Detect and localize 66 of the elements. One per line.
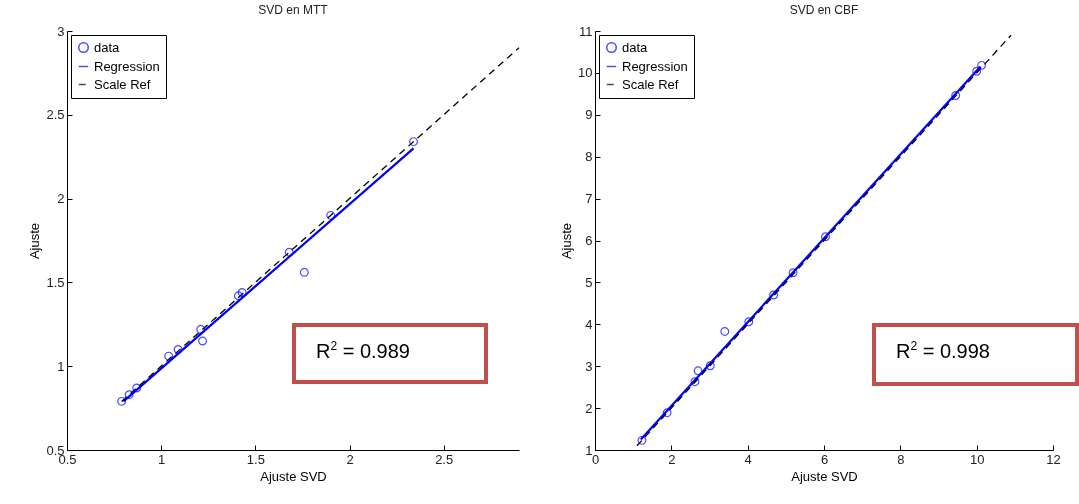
point [409, 137, 419, 147]
y-tick-label: 8 [585, 149, 593, 165]
x-axis-title: Ajuste SVD [791, 468, 858, 484]
y-tick-label: 5 [585, 274, 593, 290]
y-tick-label: 7 [585, 191, 593, 207]
point [284, 247, 294, 257]
point [769, 290, 779, 300]
x-tick-label: 0 [591, 451, 600, 467]
y-axis-title: Ajuste [559, 222, 575, 260]
x-tick-label: 12 [1046, 451, 1061, 467]
point [662, 408, 672, 418]
point [237, 287, 247, 297]
point [117, 396, 127, 406]
y-tick-label: 6 [585, 233, 593, 248]
point [977, 60, 987, 70]
y-tick-label: 4 [585, 316, 593, 332]
point [326, 210, 336, 220]
point [198, 336, 208, 346]
x-tick-label: 6 [820, 451, 829, 467]
point [124, 390, 134, 400]
legend-label: Regression [622, 58, 688, 74]
y-tick-label: 3 [57, 23, 65, 39]
point [972, 66, 982, 76]
point [821, 232, 830, 242]
annotation: R$^{2}$ = 0.998 [896, 339, 990, 363]
x-tick-label: 1.5 [246, 451, 265, 467]
y-tick-label: 2 [57, 191, 65, 207]
point [744, 317, 754, 327]
legend-label: data [622, 39, 649, 55]
x-tick-label: 8 [897, 451, 905, 467]
x-axis-title: Ajuste SVD [260, 468, 327, 484]
y-axis-title: Ajuste [27, 222, 43, 260]
x-tick-label: 2.5 [435, 451, 454, 467]
point [637, 435, 647, 445]
x-tick-label: 10 [969, 451, 985, 467]
y-tick-label: 3 [585, 358, 593, 374]
y-tick-label: 1 [57, 358, 65, 374]
point [132, 383, 142, 393]
point [788, 268, 798, 278]
point [690, 377, 700, 387]
legend-label: Scale Ref [94, 76, 151, 92]
legend-label: Scale Ref [622, 76, 679, 92]
point [164, 351, 174, 361]
legend-label: Regression [94, 58, 160, 74]
annotation: R$^{2}$ = 0.989 [316, 339, 410, 363]
y-tick-label: 2 [585, 400, 593, 416]
chart-title: SVD en MTT [258, 3, 329, 17]
point [173, 344, 183, 354]
y-tick-label: 10 [578, 65, 593, 81]
point [233, 291, 243, 301]
point [951, 91, 961, 100]
x-tick-label: 1 [158, 451, 166, 467]
y-tick-label: 2.5 [46, 107, 65, 123]
y-tick-label: 11 [579, 23, 593, 39]
point [693, 366, 703, 376]
legend-label: data [94, 39, 121, 55]
point [705, 361, 715, 371]
x-tick-label: 4 [744, 451, 752, 467]
y-tick-label: 9 [585, 107, 593, 123]
x-tick-label: 2 [668, 451, 676, 467]
chart-title: SVD en CBF [789, 3, 859, 17]
point [196, 324, 206, 334]
point [299, 267, 309, 277]
point [720, 326, 730, 336]
y-tick-label: 1.5 [46, 274, 65, 290]
x-tick-label: 2 [346, 451, 354, 467]
